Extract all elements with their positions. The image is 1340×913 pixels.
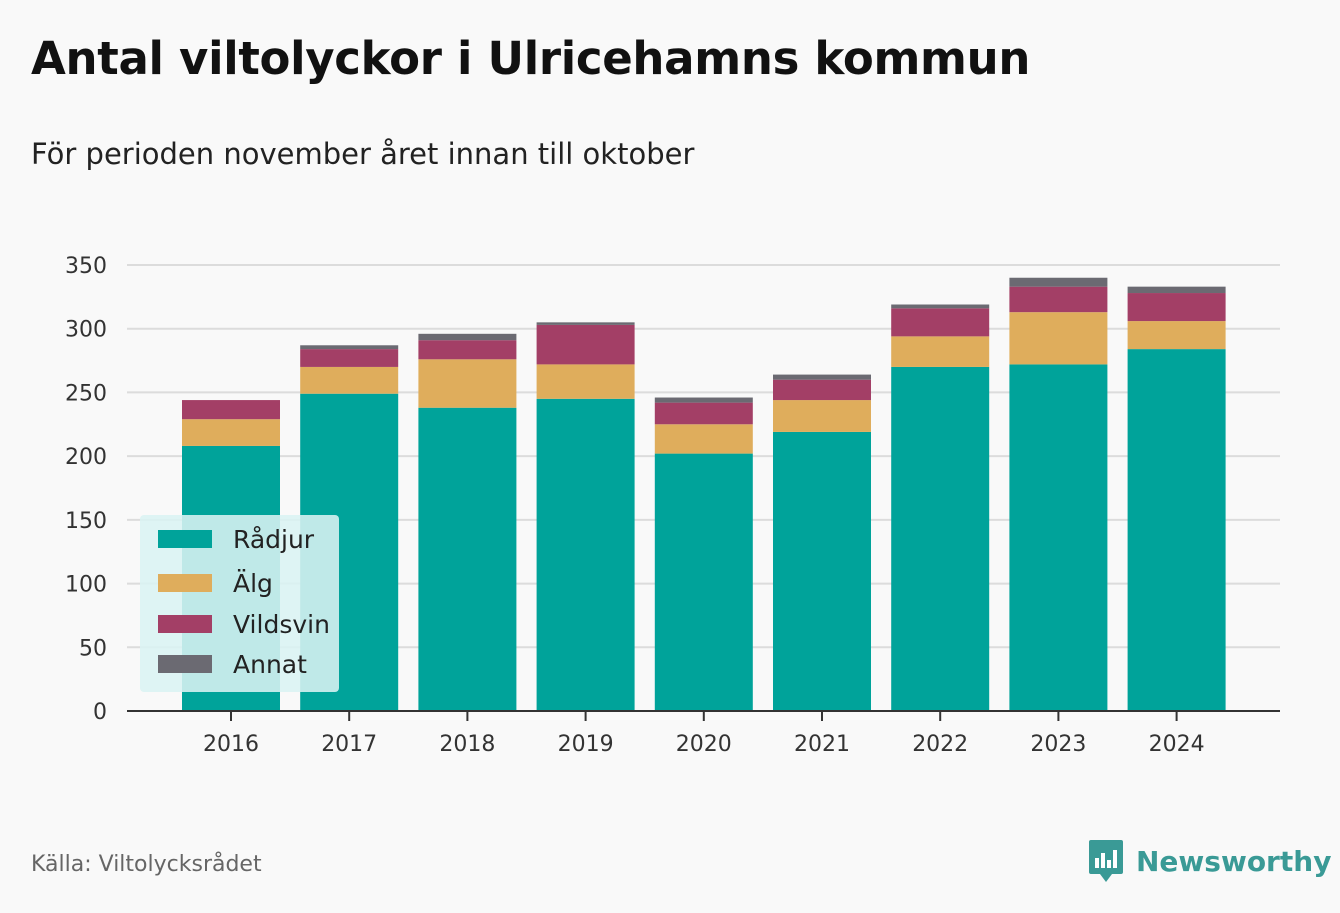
y-tick-label: 0	[93, 700, 107, 725]
bar-2022-vildsvin	[891, 308, 990, 337]
y-tick-label: 250	[65, 381, 107, 406]
y-tick-label: 50	[79, 636, 107, 661]
bar-2023-annat	[1009, 277, 1108, 287]
bar-2022-rådjur	[891, 366, 990, 711]
y-tick-label: 300	[65, 318, 107, 343]
legend-swatch-radjur	[158, 530, 212, 548]
bar-2023-älg	[1009, 312, 1108, 365]
newsworthy-logo-icon	[1089, 840, 1123, 882]
legend-label-alg: Älg	[233, 568, 273, 598]
y-tick-label: 100	[65, 573, 107, 598]
legend-swatch-alg	[158, 574, 212, 592]
bar-2024-vildsvin	[1127, 293, 1226, 322]
bar-2022-annat	[891, 304, 990, 309]
bar-2016-älg	[182, 419, 280, 446]
source-note: Källa: Viltolycksrådet	[31, 852, 262, 877]
bar-2018-vildsvin	[418, 340, 517, 360]
legend-swatch-annat	[158, 655, 212, 673]
x-tick-label: 2017	[321, 732, 377, 757]
bar-2020-älg	[654, 424, 753, 454]
bar-2019-rådjur	[536, 398, 635, 711]
bar-2021-älg	[773, 400, 871, 432]
legend-item-alg: Älg	[158, 568, 273, 598]
bar-2019-vildsvin	[536, 324, 635, 365]
y-tick-label: 150	[65, 509, 107, 534]
legend-item-vildsvin: Vildsvin	[158, 609, 330, 639]
bar-2023-rådjur	[1009, 364, 1108, 711]
bar-2024-älg	[1127, 321, 1226, 350]
bar-2021-annat	[773, 374, 871, 380]
bar-2021-vildsvin	[773, 379, 871, 401]
bar-2019-älg	[536, 364, 635, 399]
bar-2023-vildsvin	[1009, 286, 1108, 313]
bar-2020-rådjur	[654, 453, 753, 711]
brand-logo: Newsworthy	[1088, 838, 1331, 884]
legend-label-radjur: Rådjur	[233, 524, 315, 554]
bar-2018-annat	[418, 333, 517, 341]
legend-item-radjur: Rådjur	[158, 524, 314, 554]
bar-2018-rådjur	[418, 407, 517, 711]
bar-2019-annat	[536, 322, 635, 325]
legend-label-vildsvin: Vildsvin	[233, 609, 330, 639]
x-tick-label: 2019	[558, 732, 614, 757]
y-tick-label: 200	[65, 445, 107, 470]
y-tick-labels: 0 50 100 150 200 250 300 350	[65, 254, 107, 725]
x-tick-label: 2024	[1149, 732, 1205, 757]
chart-subtitle: För perioden november året innan till ok…	[31, 137, 695, 171]
chart-legend: Rådjur Älg Vildsvin Annat	[140, 515, 339, 692]
legend-label-annat: Annat	[233, 649, 307, 679]
bar-2020-annat	[654, 397, 753, 403]
y-tick-label: 350	[65, 254, 107, 279]
bar-2024-annat	[1127, 286, 1226, 294]
x-tick-label: 2021	[794, 732, 850, 757]
bar-2020-vildsvin	[654, 402, 753, 425]
x-tick-label: 2022	[912, 732, 968, 757]
x-tick-label: 2016	[203, 732, 259, 757]
legend-swatch-vildsvin	[158, 615, 212, 633]
bar-2017-älg	[300, 366, 399, 394]
bar-2017-annat	[300, 345, 399, 350]
bar-2016-vildsvin	[182, 400, 280, 420]
x-tick-label: 2023	[1030, 732, 1086, 757]
bar-2022-älg	[891, 336, 990, 367]
legend-item-annat: Annat	[158, 649, 307, 679]
x-tick-label: 2020	[676, 732, 732, 757]
x-tick-label: 2018	[439, 732, 495, 757]
bar-2021-rådjur	[773, 431, 871, 711]
bar-2018-älg	[418, 359, 517, 408]
bar-2024-rådjur	[1127, 349, 1226, 711]
chart-title: Antal viltolyckor i Ulricehamns kommun	[31, 32, 1031, 85]
brand-name: Newsworthy	[1136, 844, 1332, 878]
x-tick-labels: 2016 2017 2018 2019 2020 2021 2022 2023 2024	[203, 711, 1205, 757]
bar-2017-vildsvin	[300, 349, 399, 367]
